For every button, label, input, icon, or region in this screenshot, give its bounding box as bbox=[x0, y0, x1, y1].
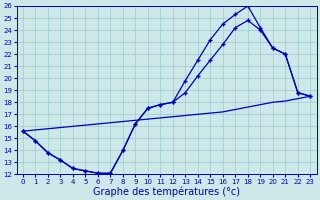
X-axis label: Graphe des températures (°c): Graphe des températures (°c) bbox=[93, 186, 240, 197]
